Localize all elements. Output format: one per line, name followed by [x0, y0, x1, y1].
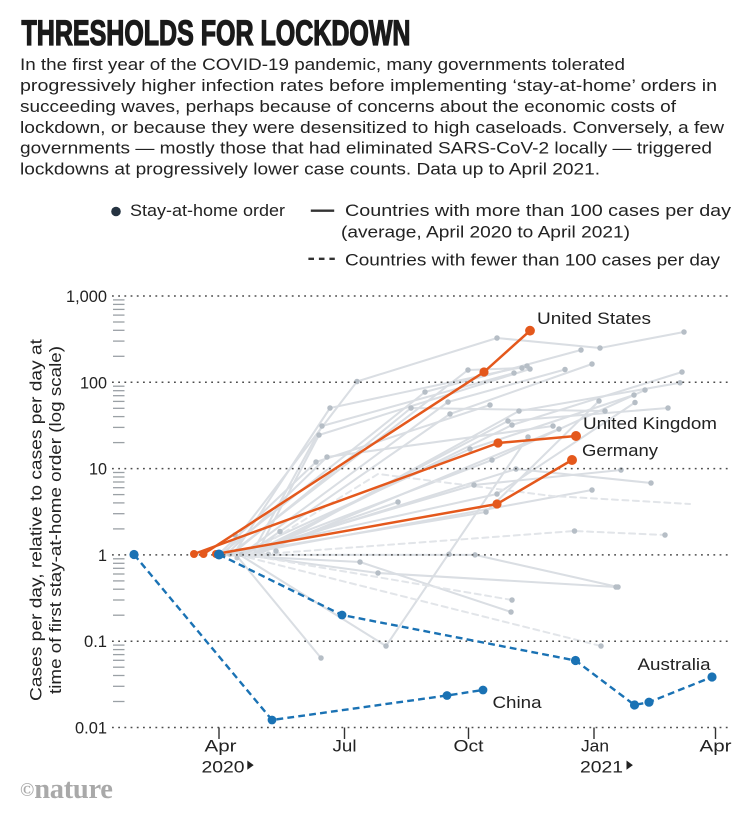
svg-text:Jul: Jul	[333, 737, 357, 756]
svg-text:United States: United States	[537, 309, 651, 328]
svg-text:United Kingdom: United Kingdom	[583, 414, 717, 433]
svg-text:THRESHOLDS FOR LOCKDOWN: THRESHOLDS FOR LOCKDOWN	[22, 14, 411, 53]
svg-text:Cases per day, relative to cas: Cases per day, relative to cases per day…	[27, 339, 46, 701]
svg-text:100: 100	[80, 373, 107, 392]
svg-text:lockdowns at progressively low: lockdowns at progressively lower case co…	[20, 159, 600, 178]
svg-text:0.01: 0.01	[75, 719, 107, 738]
svg-text:Countries with more than 100 c: Countries with more than 100 cases per d…	[345, 201, 732, 220]
svg-text:Apr: Apr	[205, 737, 237, 756]
svg-text:10: 10	[89, 460, 107, 479]
svg-text:Australia: Australia	[638, 655, 712, 674]
svg-text:0.1: 0.1	[84, 632, 107, 651]
svg-text:(average, April 2020 to April: (average, April 2020 to April 2021)	[341, 223, 630, 242]
svg-text:Jan: Jan	[581, 737, 609, 756]
svg-text:Germany: Germany	[582, 441, 659, 460]
svg-text:1: 1	[98, 546, 107, 565]
svg-text:Countries with fewer than 100: Countries with fewer than 100 cases per …	[345, 250, 721, 269]
svg-text:China: China	[493, 693, 543, 712]
svg-text:2021: 2021	[580, 758, 623, 777]
svg-text:Stay-at-home order: Stay-at-home order	[130, 201, 285, 220]
svg-text:In the first year of the COVID: In the first year of the COVID-19 pandem…	[20, 55, 625, 74]
svg-text:governments — mostly those tha: governments — mostly those that had elim…	[20, 139, 712, 158]
svg-text:succeeding waves, perhaps beca: succeeding waves, perhaps because of con…	[20, 97, 676, 116]
svg-text:Oct: Oct	[454, 737, 484, 756]
svg-text:1,000: 1,000	[66, 287, 107, 306]
svg-text:lockdown, or because they were: lockdown, or because they were desensiti…	[20, 118, 725, 137]
svg-text:time of first stay-at-home ord: time of first stay-at-home order (log sc…	[46, 346, 65, 694]
svg-text:Apr: Apr	[700, 737, 732, 756]
svg-text:progressively higher infection: progressively higher infection rates bef…	[20, 76, 717, 95]
svg-text:2020: 2020	[202, 758, 245, 777]
